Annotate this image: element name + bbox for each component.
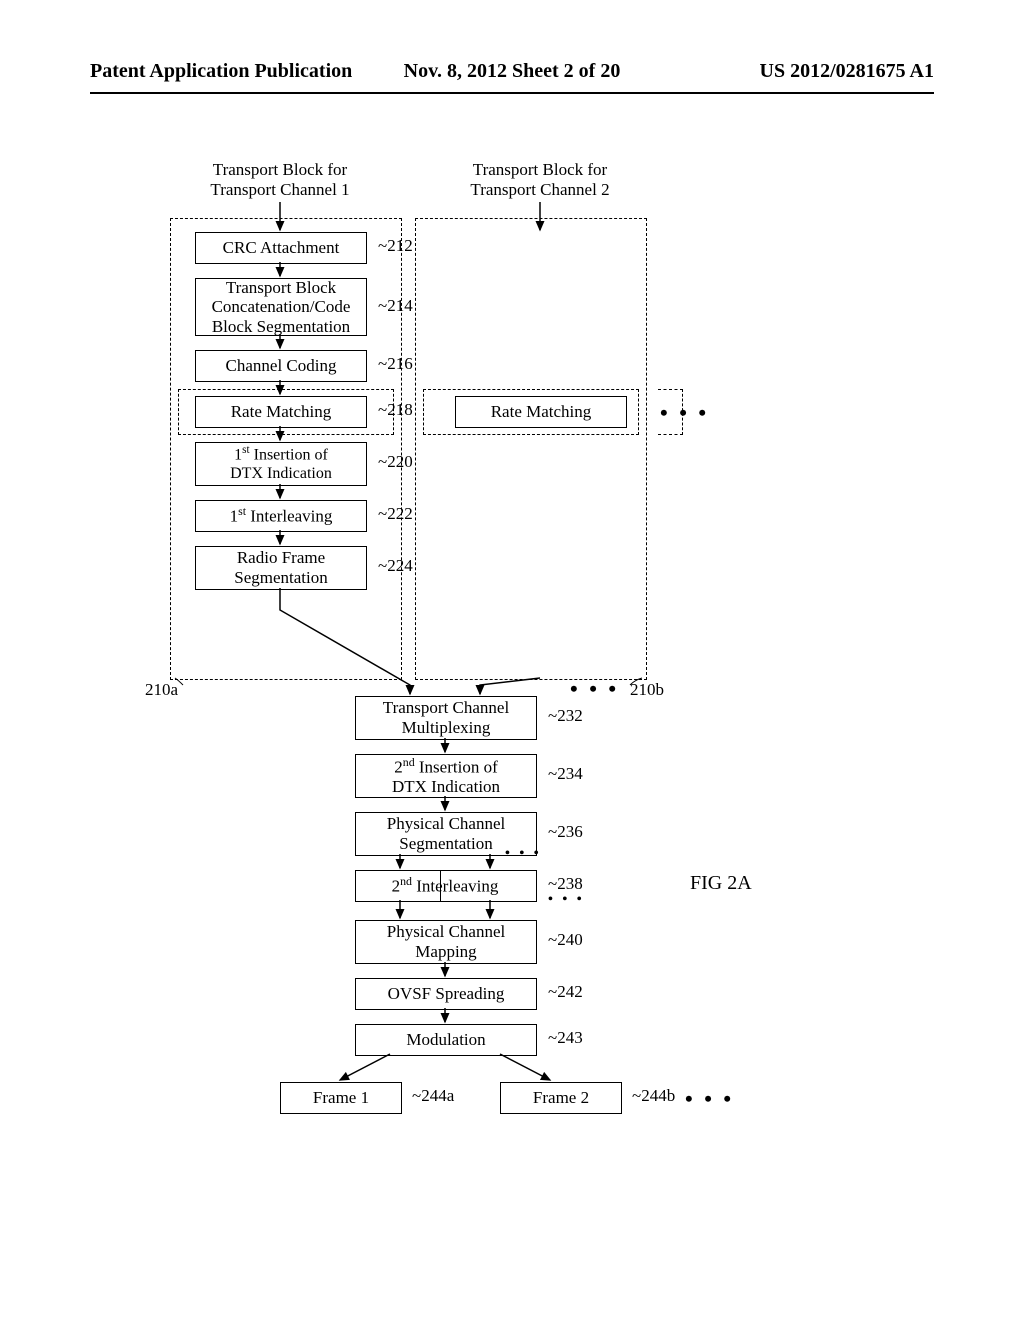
header-rule <box>90 92 934 94</box>
intl2-label: 2nd Interleaving <box>355 874 535 897</box>
header-left: Patent Application Publication <box>90 60 352 83</box>
header-right: US 2012/0281675 A1 <box>760 60 934 83</box>
arrows <box>90 140 790 1140</box>
header-center: Nov. 8, 2012 Sheet 2 of 20 <box>404 60 621 83</box>
